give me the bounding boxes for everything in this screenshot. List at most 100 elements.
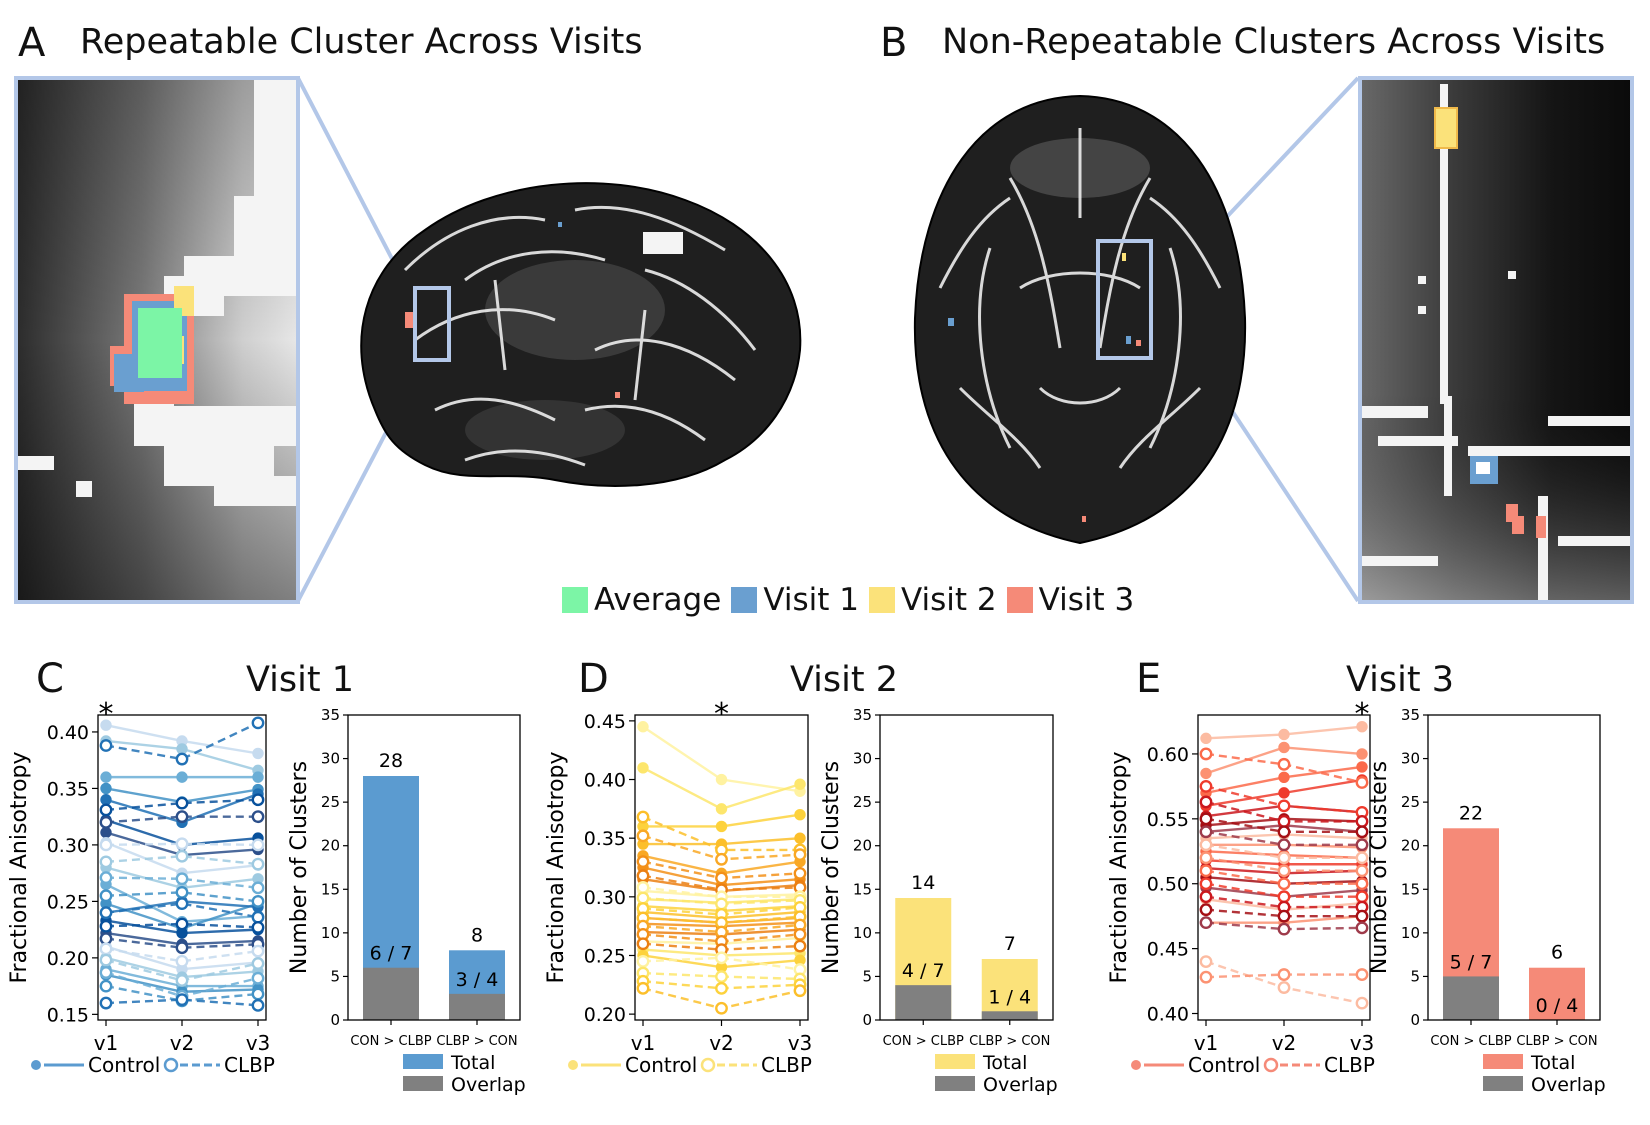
y-axis-label-e: Fractional Anisotropy — [1107, 751, 1132, 983]
data-point-clbp-c — [251, 971, 265, 985]
panel-d-letter: D — [578, 656, 609, 702]
panel-e-letter: E — [1136, 656, 1162, 702]
data-point-control-d — [794, 832, 806, 844]
data-point-clbp-c — [99, 906, 113, 920]
data-point-clbp-c — [251, 894, 265, 908]
legend-clbp-label-e: CLBP — [1324, 1053, 1375, 1077]
data-point-clbp-c — [251, 998, 265, 1012]
data-point-control-c — [100, 719, 112, 731]
data-point-control-d — [794, 809, 806, 821]
data-point-clbp-e — [1199, 903, 1213, 917]
data-point-clbp-d — [636, 891, 650, 905]
data-point-clbp-d — [715, 871, 728, 885]
bar-total-label-d: 14 — [911, 872, 935, 894]
data-point-clbp-c — [99, 889, 113, 903]
zoom-panel-a — [14, 76, 300, 604]
cluster-overlay-b — [1434, 107, 1546, 538]
bar-y-tick-label-e: 5 — [1410, 967, 1420, 985]
data-point-control-d — [715, 773, 728, 786]
data-point-clbp-c — [251, 944, 265, 958]
y-tick-label-e: 0.60 — [1147, 744, 1189, 766]
bar-overlap-label-e: 0 / 4 — [1536, 995, 1579, 1017]
bar-y-tick-label-c: 30 — [321, 750, 340, 768]
bar-legend-overlap-label-e: Overlap — [1531, 1074, 1606, 1096]
y-tick-label-d: 0.35 — [584, 828, 626, 850]
data-point-clbp-c — [175, 837, 189, 851]
significance-star-d: * — [714, 697, 729, 732]
legend-visit-3-swatch — [1006, 587, 1033, 613]
y-tick-label-e: 0.40 — [1147, 1004, 1189, 1026]
bar-legend-total-swatch-e — [1483, 1054, 1523, 1069]
sagittal-brain — [360, 182, 802, 487]
bar-overlap-d — [895, 985, 952, 1020]
data-point-clbp-c — [251, 838, 265, 852]
data-point-clbp-c — [99, 966, 113, 979]
data-point-clbp-e — [1277, 799, 1291, 813]
data-point-clbp-e — [1199, 970, 1213, 984]
data-point-clbp-c — [99, 979, 113, 993]
legend-control-marker-e — [1131, 1060, 1141, 1070]
data-point-control-d — [715, 820, 728, 833]
data-point-clbp-e — [1277, 815, 1291, 828]
data-point-clbp-c — [251, 987, 265, 1001]
legend-clbp-marker-c — [163, 1057, 179, 1073]
data-point-clbp-c — [251, 957, 265, 970]
data-point-control-d — [637, 721, 649, 733]
data-point-clbp-d — [793, 848, 807, 861]
data-point-control-e — [1278, 741, 1290, 754]
bar-x-tick-label-c: CON > CLBP — [350, 1034, 431, 1049]
panel-b-title: Non-Repeatable Clusters Across Visits — [942, 22, 1606, 62]
data-point-clbp-d — [793, 866, 807, 880]
data-point-control-d — [637, 762, 649, 774]
significance-star-c: * — [99, 697, 114, 732]
data-point-clbp-c — [99, 871, 113, 885]
legend-clbp-marker-e — [1263, 1057, 1279, 1073]
x-tick-label-d: v1 — [631, 1031, 656, 1055]
bar-plot-frame-e — [1427, 714, 1601, 1021]
y-axis-label-d: Fractional Anisotropy — [544, 751, 569, 983]
bar-y-tick-label-d: 5 — [862, 967, 872, 985]
x-tick-label-d: v2 — [709, 1031, 734, 1055]
data-point-clbp-e — [1355, 838, 1369, 852]
bar-x-tick-label-c: CLBP > CON — [436, 1034, 517, 1049]
data-point-clbp-d — [793, 984, 807, 998]
bar-y-tick-label-c: 5 — [330, 967, 340, 985]
data-point-clbp-d — [715, 951, 728, 965]
data-point-control-e — [1356, 720, 1368, 733]
data-point-clbp-c — [99, 803, 113, 817]
y-tick-label-e: 0.45 — [1147, 939, 1189, 961]
data-point-clbp-c — [99, 942, 113, 956]
brain-legend: Average Visit 1 Visit 2 Visit 3 — [562, 582, 1144, 618]
data-point-clbp-e — [1199, 795, 1213, 809]
bar-x-tick-label-d: CON > CLBP — [883, 1034, 964, 1049]
data-point-clbp-d — [793, 927, 807, 941]
data-point-clbp-e — [1199, 955, 1213, 968]
data-point-clbp-d — [636, 937, 650, 951]
legend-visit-3-label: Visit 3 — [1038, 582, 1135, 618]
y-axis-label-c: Fractional Anisotropy — [7, 751, 32, 983]
bar-overlap-label-d: 1 / 4 — [988, 986, 1031, 1008]
data-point-clbp-c — [99, 953, 113, 967]
bar-y-tick-label-e: 0 — [1410, 1011, 1420, 1029]
legend-clbp-label-d: CLBP — [761, 1053, 812, 1077]
data-point-clbp-c — [175, 849, 189, 863]
y-tick-label-d: 0.30 — [584, 887, 626, 909]
data-point-clbp-e — [1355, 890, 1369, 904]
data-point-clbp-c — [251, 857, 265, 871]
data-point-clbp-e — [1199, 916, 1213, 930]
data-point-clbp-e — [1199, 779, 1213, 793]
bar-y-tick-label-c: 25 — [321, 793, 340, 811]
legend-control-label-e: Control — [1188, 1053, 1260, 1077]
x-tick-label-e: v2 — [1272, 1031, 1297, 1055]
y-tick-label-c: 0.30 — [47, 835, 89, 857]
data-point-clbp-e — [1355, 851, 1369, 865]
legend-visit-1-label: Visit 1 — [763, 582, 859, 618]
line-plot-frame-e — [1197, 714, 1371, 1021]
bar-legend-total-swatch-c — [403, 1054, 443, 1069]
data-point-clbp-e — [1277, 968, 1291, 981]
legend-clbp-marker-d — [700, 1057, 716, 1073]
data-point-clbp-c — [251, 910, 265, 924]
legend-visit-2: Visit 2 — [868, 582, 997, 618]
data-point-clbp-e — [1199, 877, 1213, 891]
data-point-clbp-d — [715, 1001, 728, 1015]
